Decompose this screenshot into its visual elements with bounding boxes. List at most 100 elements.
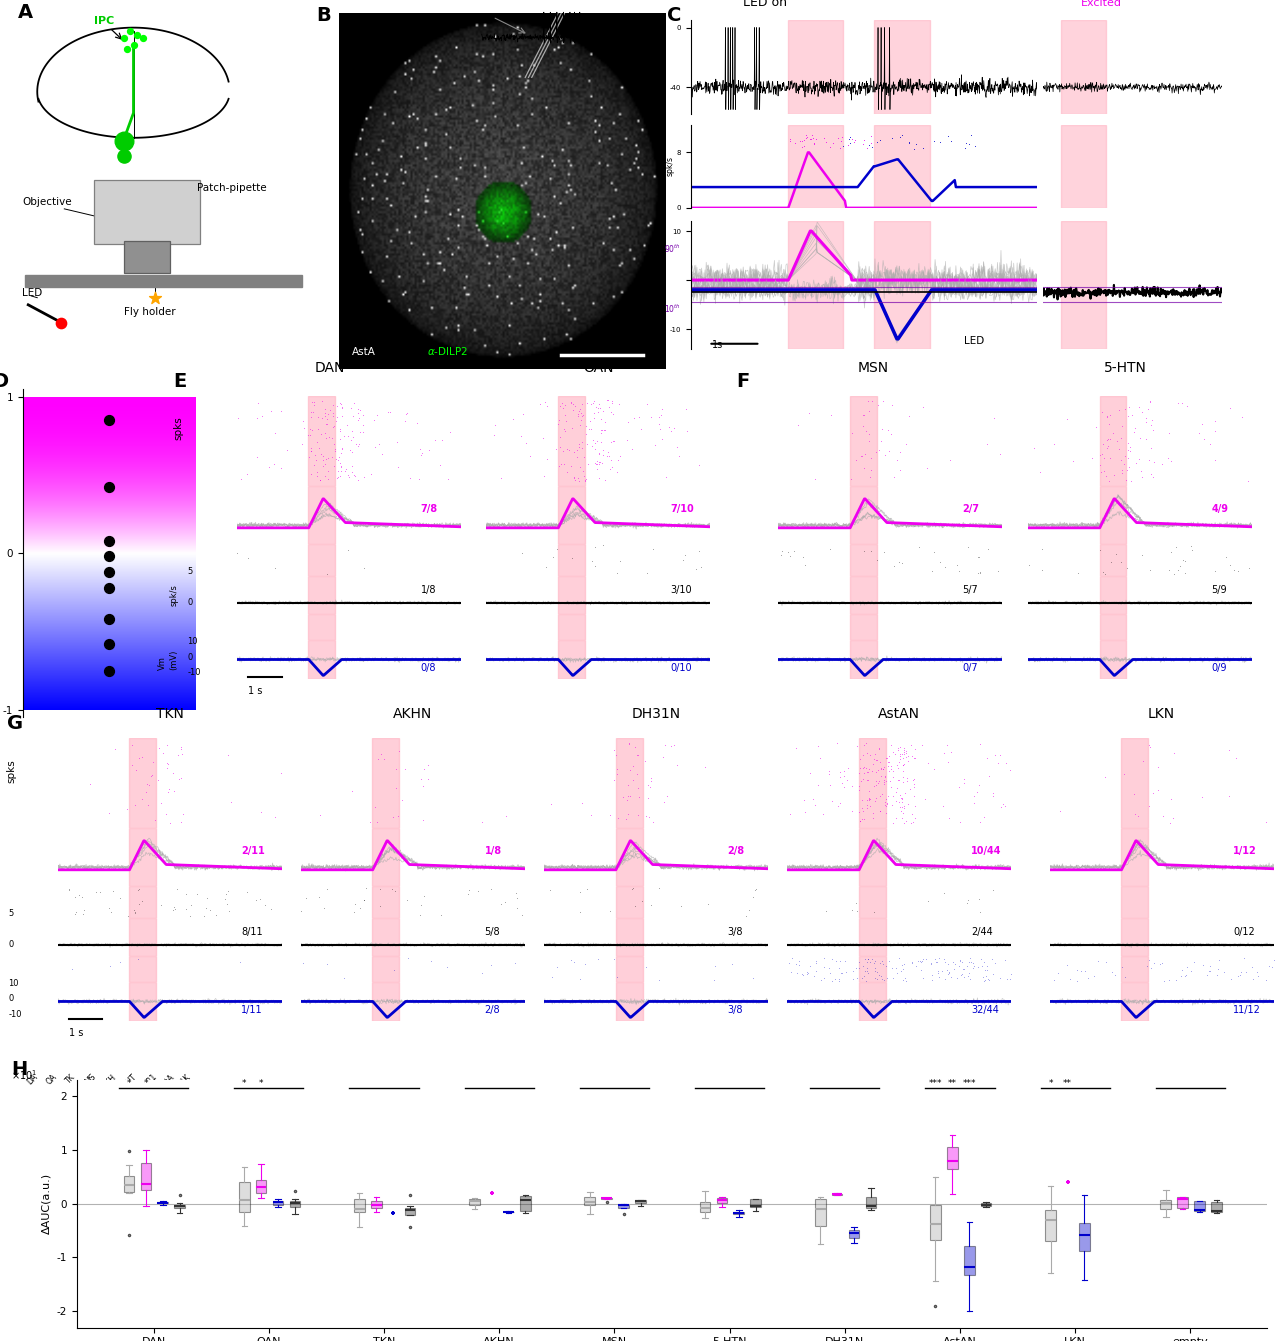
Point — [129, 748, 150, 770]
Point — [951, 964, 972, 986]
Point — [923, 130, 943, 152]
Point — [590, 397, 611, 418]
Point — [325, 410, 346, 432]
Point — [969, 774, 989, 795]
Point — [865, 762, 886, 783]
Point — [780, 129, 800, 150]
PathPatch shape — [1211, 1202, 1222, 1211]
Point — [571, 793, 591, 814]
Point — [588, 451, 608, 472]
Point — [540, 880, 561, 901]
Bar — [859, 956, 886, 982]
Point — [860, 465, 881, 487]
Point — [116, 798, 137, 819]
Point — [365, 797, 385, 818]
Point — [881, 424, 901, 445]
Point — [132, 746, 152, 767]
Point — [316, 878, 337, 900]
Bar — [129, 827, 156, 885]
Point — [948, 776, 969, 798]
Point — [968, 546, 988, 567]
Point — [554, 394, 575, 416]
Point — [1103, 422, 1124, 444]
Point — [410, 439, 430, 460]
Point — [328, 465, 348, 487]
Point — [590, 422, 611, 444]
Point — [852, 801, 873, 822]
Point — [662, 421, 682, 443]
Point — [61, 959, 82, 980]
Point — [852, 758, 873, 779]
Point — [643, 811, 663, 833]
Point — [1139, 795, 1160, 817]
Point — [1092, 444, 1112, 465]
Point — [1213, 961, 1234, 983]
Point — [218, 880, 238, 901]
Point — [99, 802, 119, 823]
Point — [315, 453, 335, 475]
Point — [933, 795, 954, 817]
Point — [844, 968, 864, 990]
Point — [589, 444, 609, 465]
Point — [1032, 539, 1052, 561]
Point — [916, 948, 937, 970]
Point — [1140, 464, 1161, 485]
Point — [1175, 562, 1196, 583]
Point — [832, 772, 852, 794]
Point — [572, 432, 593, 453]
Bar — [558, 575, 585, 614]
Point — [677, 420, 698, 441]
Point — [1111, 551, 1132, 573]
Bar — [1121, 827, 1148, 885]
Point — [307, 406, 328, 428]
Point — [608, 807, 628, 829]
Point — [51, 312, 72, 334]
Point — [366, 811, 387, 833]
Point — [895, 433, 915, 455]
Point — [818, 760, 838, 782]
Point — [367, 405, 388, 426]
Point — [588, 397, 608, 418]
Bar — [1121, 956, 1148, 982]
Point — [969, 562, 989, 583]
Point — [620, 786, 640, 807]
Point — [1180, 960, 1201, 982]
Point — [948, 561, 969, 582]
Point — [564, 469, 585, 491]
Point — [895, 967, 915, 988]
Point — [1248, 966, 1268, 987]
Point — [957, 966, 978, 987]
Point — [858, 948, 878, 970]
Point — [993, 793, 1014, 814]
Point — [653, 747, 673, 768]
Point — [888, 791, 909, 813]
Point — [600, 401, 621, 422]
Point — [311, 443, 332, 464]
Point — [540, 793, 561, 814]
Point — [818, 763, 838, 784]
Point — [200, 900, 220, 921]
Point — [165, 897, 186, 919]
Point — [301, 437, 321, 459]
Point — [910, 959, 931, 980]
Point — [251, 801, 271, 822]
Point — [828, 970, 849, 991]
Point — [913, 967, 933, 988]
Point — [856, 420, 877, 441]
Bar — [308, 543, 335, 575]
Point — [854, 966, 874, 987]
Point — [598, 441, 618, 463]
Bar — [1100, 485, 1126, 543]
Point — [968, 547, 988, 569]
Point — [984, 952, 1005, 974]
Point — [172, 736, 192, 758]
Point — [581, 418, 602, 440]
PathPatch shape — [157, 1202, 168, 1203]
Point — [576, 433, 596, 455]
Point — [813, 956, 833, 978]
Text: AstAN: AstAN — [878, 708, 920, 721]
PathPatch shape — [849, 1230, 859, 1238]
Point — [218, 744, 238, 766]
Bar — [788, 20, 844, 114]
Point — [882, 794, 902, 815]
